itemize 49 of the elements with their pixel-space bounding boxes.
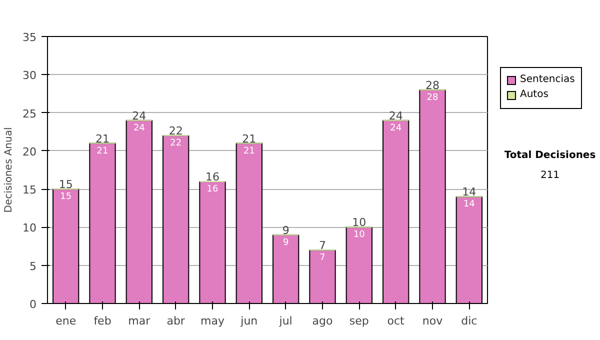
x-tick-label: dic (461, 314, 478, 328)
y-tick-label: 0 (30, 298, 36, 311)
x-tick-label: sep (349, 314, 369, 328)
x-tick-label: ago (312, 314, 333, 328)
total-label: 10 (352, 216, 366, 230)
y-tick-label: 5 (30, 260, 36, 273)
total-label: 28 (426, 78, 440, 92)
y-tick-label: 35 (22, 31, 37, 44)
y-tick-label: 25 (22, 107, 37, 120)
x-tick-label: oct (387, 314, 406, 328)
total-label: 14 (462, 186, 476, 199)
data-label: 14 (463, 200, 476, 210)
x-tick-label: jun (240, 314, 258, 328)
x-tick-label: jul (278, 314, 292, 328)
data-label: 16 (206, 184, 218, 194)
total-label: 22 (168, 124, 183, 138)
data-label: 22 (170, 138, 182, 149)
data-label: 28 (426, 92, 438, 103)
x-tick-label: ene (56, 314, 76, 328)
x-tick-label: nov (422, 314, 444, 328)
y-tick-label: 20 (22, 145, 37, 158)
total-label: 16 (206, 170, 220, 184)
total-label: 21 (242, 132, 256, 146)
total-label: 15 (58, 178, 73, 192)
y-axis-title: Decisiones Anual (4, 127, 15, 213)
text: 211 (539, 168, 561, 183)
y-tick-label: 30 (22, 69, 37, 82)
text: Total Decisiones (503, 148, 597, 163)
data-label: 10 (353, 230, 366, 240)
total-label: 24 (388, 109, 403, 122)
data-label: 15 (60, 192, 72, 202)
data-label: 21 (96, 146, 108, 156)
x-tick-label: feb (94, 314, 112, 328)
y-tick-label: 10 (22, 222, 37, 235)
legend-label: Autos (520, 88, 548, 102)
data-label: 9 (282, 238, 289, 248)
data-label: 24 (390, 123, 402, 134)
x-tick-label: abr (166, 314, 186, 328)
data-label: 7 (320, 253, 326, 264)
x-tick-label: mar (128, 314, 151, 328)
total-label: 7 (319, 239, 326, 252)
x-tick-label: may (200, 314, 225, 328)
legend-label: Sentencias (520, 73, 575, 87)
data-label: 21 (243, 146, 255, 156)
data-label: 24 (133, 123, 146, 134)
total-label: 24 (132, 109, 146, 122)
total-label: 9 (282, 224, 290, 237)
total-label: 21 (96, 132, 110, 146)
y-tick-label: 15 (22, 184, 37, 197)
